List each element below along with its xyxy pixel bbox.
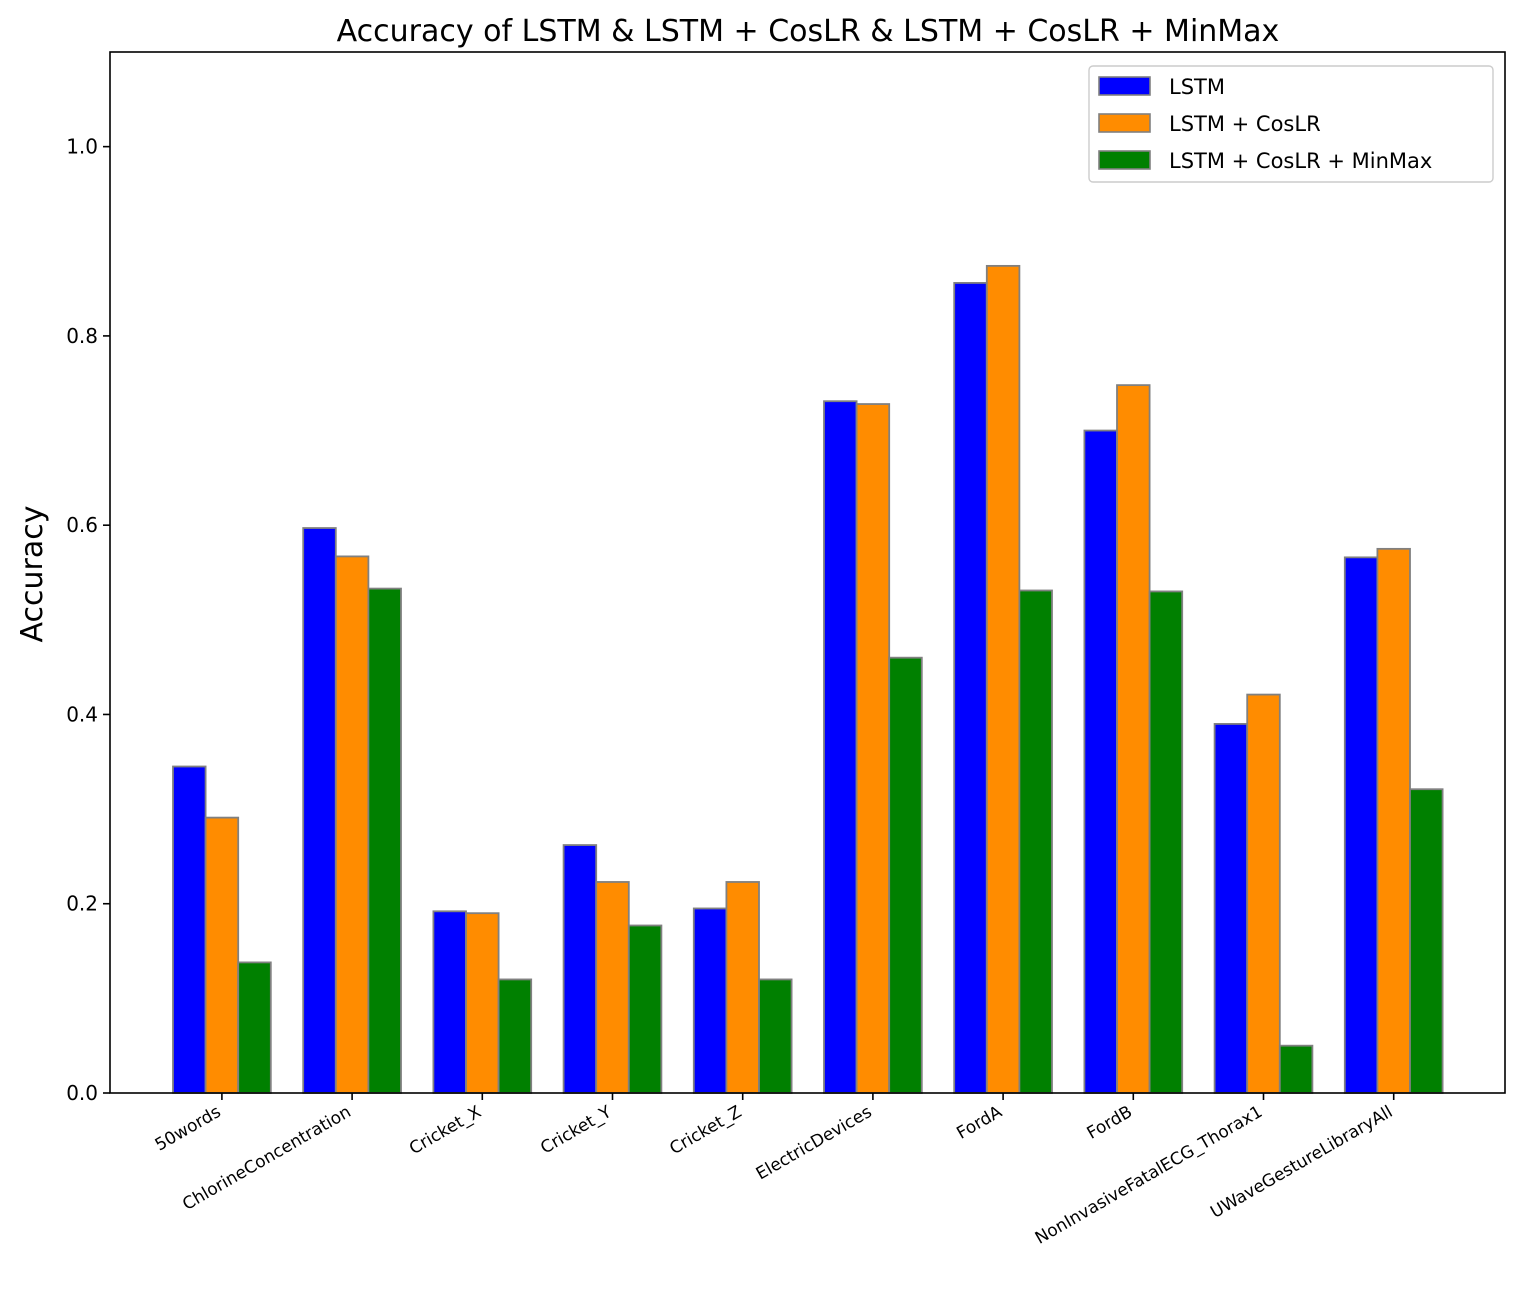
- legend-swatch-0: [1098, 76, 1151, 96]
- bar-1-0: [302, 527, 337, 1094]
- y-tick-label-0: 0.0: [66, 1081, 98, 1105]
- x-tick-label-2: Cricket_X: [406, 1102, 485, 1159]
- legend-box: [1088, 65, 1494, 183]
- bar-1-1: [334, 555, 370, 1094]
- bar-0-1: [204, 816, 240, 1094]
- bar-9-0: [1343, 556, 1379, 1094]
- bar-3-0: [562, 844, 598, 1094]
- legend-label-1: LSTM + CosLR: [1169, 112, 1321, 136]
- bar-6-2: [1018, 589, 1053, 1094]
- bar-2-2: [497, 978, 533, 1094]
- bar-7-2: [1148, 590, 1184, 1094]
- x-tick-label-7: FordB: [1084, 1102, 1136, 1144]
- legend-label-2: LSTM + CosLR + MinMax: [1169, 149, 1432, 173]
- x-tick-label-6: FordA: [953, 1102, 1005, 1144]
- bar-8-2: [1278, 1044, 1314, 1094]
- bar-7-0: [1083, 429, 1118, 1094]
- legend-swatch-1: [1098, 113, 1151, 133]
- bar-9-2: [1409, 788, 1444, 1094]
- legend: LSTM LSTM + CosLR LSTM + CosLR + MinMax: [1088, 65, 1494, 183]
- x-tick-label-3: Cricket_Y: [537, 1102, 615, 1159]
- y-tick-label-2: 0.4: [66, 702, 98, 726]
- y-axis-label: Accuracy: [15, 506, 50, 643]
- chart-title: Accuracy of LSTM & LSTM + CosLR & LSTM +…: [337, 14, 1280, 49]
- x-tick-label-0: 50words: [152, 1102, 225, 1156]
- x-tick-label-5: ElectricDevices: [753, 1102, 876, 1184]
- bar-2-0: [432, 910, 467, 1094]
- bar-6-1: [985, 264, 1021, 1094]
- bar-7-1: [1116, 384, 1151, 1094]
- y-axis: 0.0 0.2 0.4 0.6 0.8 1.0: [66, 135, 110, 1105]
- bar-4-0: [692, 907, 728, 1094]
- y-tick-label-5: 1.0: [66, 135, 98, 159]
- y-tick-label-3: 0.6: [66, 513, 98, 537]
- bars-layer: [172, 264, 1444, 1094]
- bar-5-1: [855, 403, 891, 1094]
- bar-4-1: [725, 881, 760, 1094]
- bar-6-0: [953, 282, 988, 1094]
- bar-8-1: [1246, 693, 1281, 1094]
- bar-3-2: [627, 924, 663, 1094]
- bar-2-1: [465, 912, 500, 1094]
- bar-5-0: [823, 400, 858, 1094]
- x-tick-label-8: NonInvasiveFatalECG_Thorax1: [1032, 1102, 1266, 1249]
- bar-4-2: [758, 978, 793, 1094]
- legend-label-0: LSTM: [1169, 75, 1225, 99]
- y-tick-label-1: 0.2: [66, 892, 98, 916]
- bar-0-2: [237, 961, 272, 1094]
- bar-9-1: [1376, 547, 1411, 1094]
- bar-0-0: [172, 765, 207, 1094]
- y-tick-label-4: 0.8: [66, 324, 98, 348]
- legend-swatch-2: [1098, 150, 1151, 170]
- bar-1-2: [367, 587, 402, 1094]
- bar-5-2: [888, 656, 923, 1094]
- plot-frame: [109, 51, 1506, 1094]
- bar-3-1: [595, 881, 630, 1094]
- x-tick-label-4: Cricket_Z: [666, 1102, 745, 1159]
- bar-8-0: [1213, 723, 1249, 1094]
